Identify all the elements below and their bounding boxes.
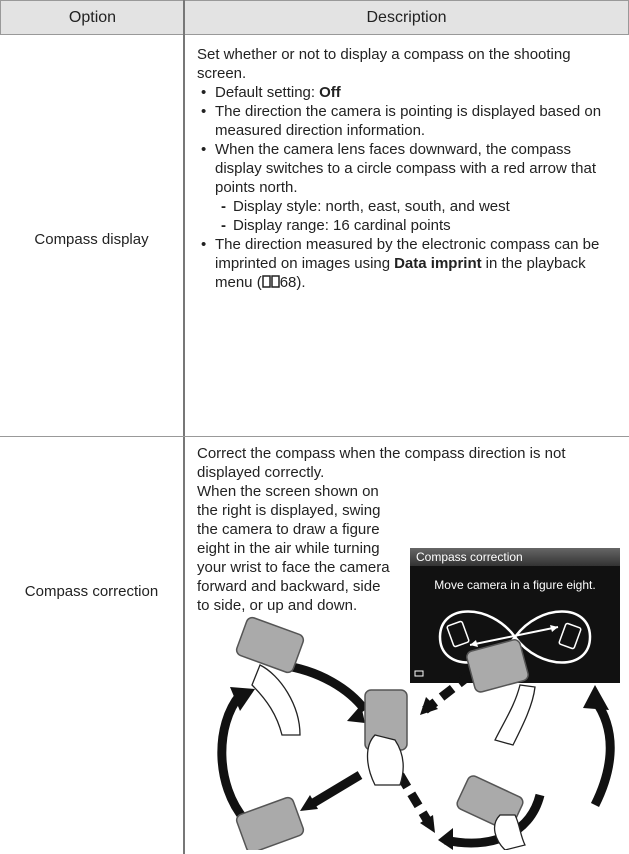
- bold-text: Data imprint: [394, 255, 482, 272]
- text: in the playback menu (: [215, 255, 586, 291]
- body: When the screen shown on the right is di…: [197, 483, 390, 614]
- bullet: The direction measured by the electronic…: [201, 235, 621, 292]
- header-text: Option: [68, 9, 117, 26]
- text: When the camera lens faces downward, the…: [215, 141, 596, 196]
- header-cell: Description: [185, 0, 629, 35]
- sub-bullet: Display range: 16 cardinal points: [221, 216, 621, 235]
- option-label: Compass correction: [24, 583, 159, 600]
- intro: Correct the compass when the compass dir…: [197, 445, 566, 481]
- column-divider: [183, 0, 185, 854]
- sub-list: Display style: north, east, south, and w…: [215, 197, 621, 235]
- bullet: The direction the camera is pointing is …: [201, 102, 621, 140]
- screen-title: Compass correction: [410, 548, 620, 566]
- page-ref: 68: [279, 274, 297, 291]
- text: The direction the camera is pointing is …: [215, 103, 602, 139]
- bold-text: Off: [319, 84, 341, 101]
- sub-bullet: Display style: north, east, south, and w…: [221, 197, 621, 216]
- screen-message: Move camera in a figure eight.: [434, 578, 596, 592]
- text: ).: [296, 274, 306, 291]
- text: The direction measured by the electronic…: [215, 236, 600, 272]
- illustration: [217, 616, 615, 850]
- intro: Set whether or not to display a compass …: [197, 46, 571, 82]
- header-text: Description: [366, 9, 447, 26]
- bullet: Default setting:Off: [201, 83, 621, 102]
- bullet-list: Default setting:Off The direction the ca…: [197, 83, 621, 292]
- bullet: When the camera lens faces downward, the…: [201, 140, 621, 235]
- description: Set whether or not to display a compass …: [197, 45, 621, 292]
- book-icon: [261, 275, 280, 288]
- row-divider: [0, 436, 629, 437]
- figure-eight-graphic: [414, 610, 592, 677]
- text: Default setting:: [215, 84, 316, 101]
- header-cell: Option: [0, 0, 184, 35]
- option-label: Compass display: [34, 231, 149, 248]
